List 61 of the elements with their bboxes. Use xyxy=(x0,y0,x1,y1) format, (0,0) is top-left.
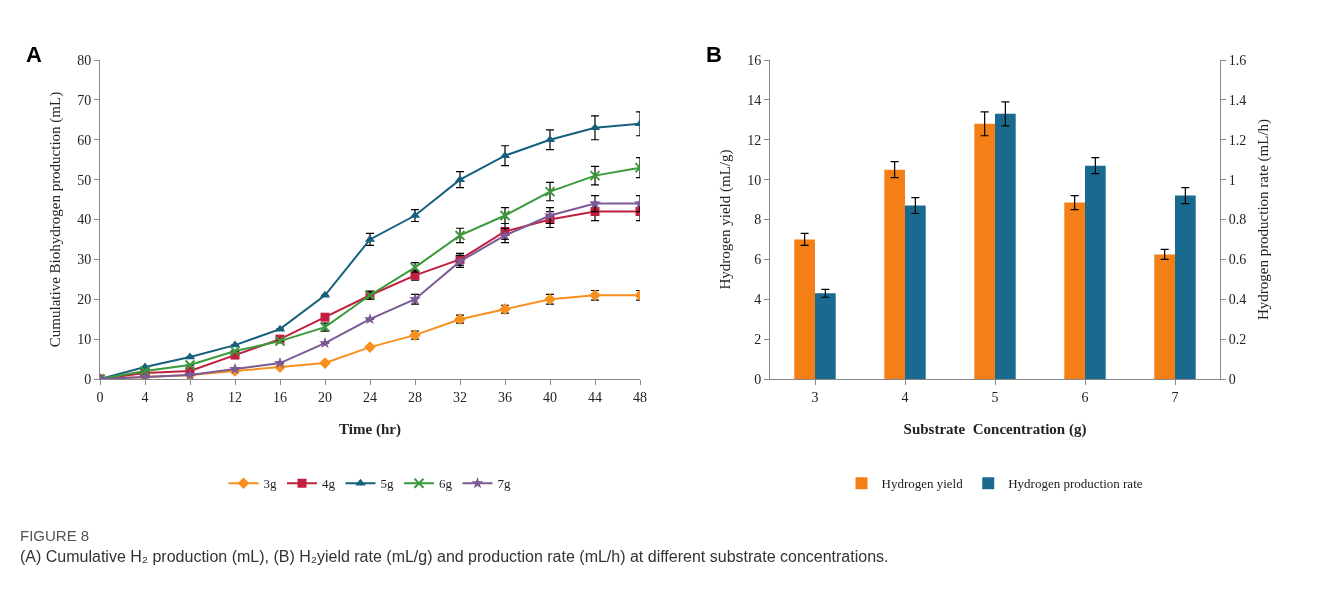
y-tick-label: 0 xyxy=(754,371,762,387)
y2-tick-label: 0.2 xyxy=(1228,332,1247,348)
y-tick-label: 40 xyxy=(77,212,92,228)
y2-tick-label: 0.4 xyxy=(1228,292,1247,308)
legend-label: 4g xyxy=(322,476,336,492)
x-tick-label: 48 xyxy=(633,389,647,405)
y-tick-label: 4 xyxy=(754,292,762,308)
legend-label: 7g xyxy=(497,476,511,492)
legend-label: Hydrogen production rate xyxy=(1008,476,1143,492)
y-tick-label: 50 xyxy=(77,172,92,188)
y2-tick-label: 0 xyxy=(1228,371,1236,387)
y2-tick-label: 0.6 xyxy=(1228,252,1247,268)
y2-tick-label: 0.8 xyxy=(1228,212,1247,228)
x-axis-title: Time (hr) xyxy=(339,421,401,438)
legend-label: 6g xyxy=(439,476,453,492)
y-tick-label: 8 xyxy=(754,212,762,228)
legend-label: 5g xyxy=(380,476,394,492)
y-tick-label: 10 xyxy=(77,332,92,348)
y2-axis-title: Hydrogen production rate (mL/h) xyxy=(1254,118,1272,321)
chart-title: B xyxy=(706,42,722,68)
y-tick-label: 6 xyxy=(754,252,762,268)
x-tick-label: 44 xyxy=(588,389,602,405)
y-axis-title: Cumulative Biohydrogen production (mL) xyxy=(47,91,64,348)
y-axis-title: Hydrogen yield (mL/g) xyxy=(717,149,734,290)
x-tick-label: 16 xyxy=(273,389,287,405)
x-tick-label: 4 xyxy=(901,389,909,405)
y2-tick-label: 1.6 xyxy=(1228,52,1247,68)
y-tick-label: 16 xyxy=(747,52,762,68)
y2-tick-label: 1.4 xyxy=(1228,92,1247,108)
y-tick-label: 30 xyxy=(77,252,92,268)
y-tick-label: 2 xyxy=(754,332,762,348)
x-tick-label: 40 xyxy=(543,389,557,405)
y-tick-label: 14 xyxy=(747,92,762,108)
chart-title: A xyxy=(26,42,42,68)
x-tick-label: 7 xyxy=(1171,389,1179,405)
y2-tick-label: 1.2 xyxy=(1228,132,1247,148)
x-tick-label: 28 xyxy=(408,389,422,405)
y-tick-label: 70 xyxy=(77,92,92,108)
x-tick-label: 8 xyxy=(186,389,194,405)
y-tick-label: 80 xyxy=(77,52,92,68)
x-tick-label: 6 xyxy=(1081,389,1089,405)
x-tick-label: 5 xyxy=(991,389,999,405)
legend-label: Hydrogen yield xyxy=(881,476,964,492)
y-tick-label: 20 xyxy=(77,292,92,308)
x-tick-label: 36 xyxy=(498,389,512,405)
y-tick-label: 10 xyxy=(747,172,762,188)
text: (A) Cumulative H₂ production (mL), (B) H₂yield rate (mL/g) and production rate (mL/h) at different substrate concentrations. xyxy=(20,548,889,566)
y-tick-label: 12 xyxy=(747,132,762,148)
y-tick-label: 0 xyxy=(84,371,92,387)
y-tick-label: 60 xyxy=(77,132,92,148)
x-tick-label: 24 xyxy=(363,389,377,405)
x-axis-title: Substrate Concentration (g) xyxy=(903,421,1087,438)
x-tick-label: 12 xyxy=(228,389,242,405)
x-tick-label: 32 xyxy=(453,389,467,405)
caption: FIGURE 8 xyxy=(20,527,91,544)
x-tick-label: 0 xyxy=(96,389,104,405)
y2-tick-label: 1 xyxy=(1228,172,1236,188)
legend-label: 3g xyxy=(263,476,277,492)
x-tick-label: 20 xyxy=(318,389,332,405)
x-tick-label: 4 xyxy=(141,389,149,405)
x-tick-label: 3 xyxy=(811,389,819,405)
